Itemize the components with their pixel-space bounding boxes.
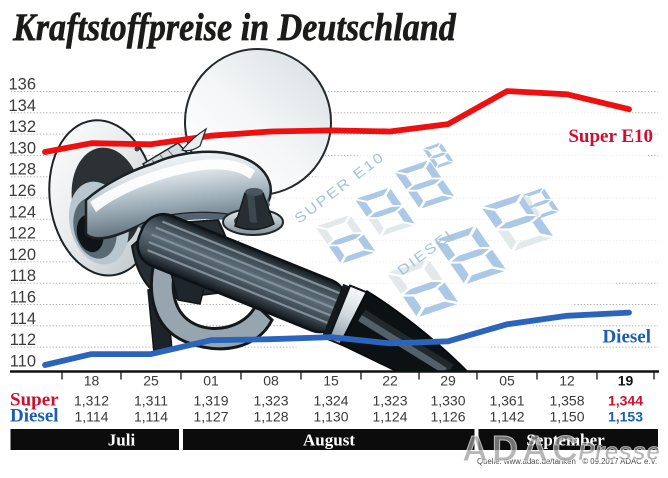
svg-text:Super E10: Super E10 — [568, 126, 653, 147]
svg-text:Juli: Juli — [108, 431, 136, 450]
svg-text:1,153: 1,153 — [608, 409, 643, 425]
svg-text:12: 12 — [559, 373, 575, 389]
svg-text:Kraftstoffpreise in Deutschlan: Kraftstoffpreise in Deutschland — [12, 5, 456, 49]
svg-text:134: 134 — [8, 97, 36, 115]
svg-text:1,114: 1,114 — [134, 409, 168, 425]
svg-text:1,127: 1,127 — [193, 409, 228, 425]
svg-text:29: 29 — [440, 373, 456, 389]
svg-text:118: 118 — [10, 267, 36, 285]
svg-text:Presse: Presse — [578, 438, 660, 466]
svg-text:1,324: 1,324 — [313, 393, 348, 409]
svg-text:ADAC: ADAC — [462, 428, 582, 469]
svg-text:1,130: 1,130 — [313, 409, 348, 425]
svg-text:Quelle: www.adac.de/tanken ©: Quelle: www.adac.de/tanken © 09.2017 ADA… — [477, 457, 657, 466]
svg-text:Super: Super — [10, 390, 59, 411]
svg-text:1,319: 1,319 — [193, 393, 228, 409]
svg-text:136: 136 — [8, 76, 36, 94]
svg-text:1,114: 1,114 — [75, 409, 109, 425]
svg-text:122: 122 — [8, 225, 36, 243]
svg-text:08: 08 — [263, 373, 279, 389]
svg-text:Diesel: Diesel — [10, 406, 59, 427]
svg-text:19: 19 — [618, 373, 634, 389]
svg-text:1,126: 1,126 — [430, 409, 465, 425]
svg-text:1,358: 1,358 — [549, 393, 584, 409]
svg-text:1,330: 1,330 — [430, 393, 465, 409]
svg-text:126: 126 — [8, 182, 36, 200]
svg-text:Diesel: Diesel — [602, 327, 651, 348]
svg-text:110: 110 — [10, 352, 36, 370]
svg-text:130: 130 — [8, 139, 36, 157]
svg-text:05: 05 — [499, 373, 515, 389]
svg-text:1,124: 1,124 — [372, 409, 407, 425]
svg-text:1,344: 1,344 — [608, 393, 643, 409]
svg-text:1,150: 1,150 — [549, 409, 584, 425]
svg-text:22: 22 — [382, 373, 398, 389]
svg-text:1,311: 1,311 — [134, 393, 168, 409]
svg-text:112: 112 — [10, 331, 36, 349]
svg-text:1,142: 1,142 — [489, 409, 524, 425]
svg-text:1,312: 1,312 — [74, 393, 109, 409]
svg-text:01: 01 — [203, 373, 219, 389]
svg-text:1,323: 1,323 — [253, 393, 288, 409]
svg-text:15: 15 — [323, 373, 339, 389]
svg-text:18: 18 — [84, 373, 100, 389]
svg-text:1,323: 1,323 — [372, 393, 407, 409]
svg-text:128: 128 — [8, 161, 36, 179]
svg-text:1,128: 1,128 — [253, 409, 288, 425]
svg-text:124: 124 — [8, 203, 36, 221]
svg-text:114: 114 — [10, 310, 36, 328]
svg-text:1,361: 1,361 — [489, 393, 524, 409]
svg-text:132: 132 — [8, 118, 36, 136]
svg-text:120: 120 — [8, 246, 36, 264]
svg-text:25: 25 — [143, 373, 159, 389]
svg-text:August: August — [303, 431, 355, 450]
svg-text:September: September — [526, 431, 605, 450]
svg-text:116: 116 — [10, 289, 36, 307]
